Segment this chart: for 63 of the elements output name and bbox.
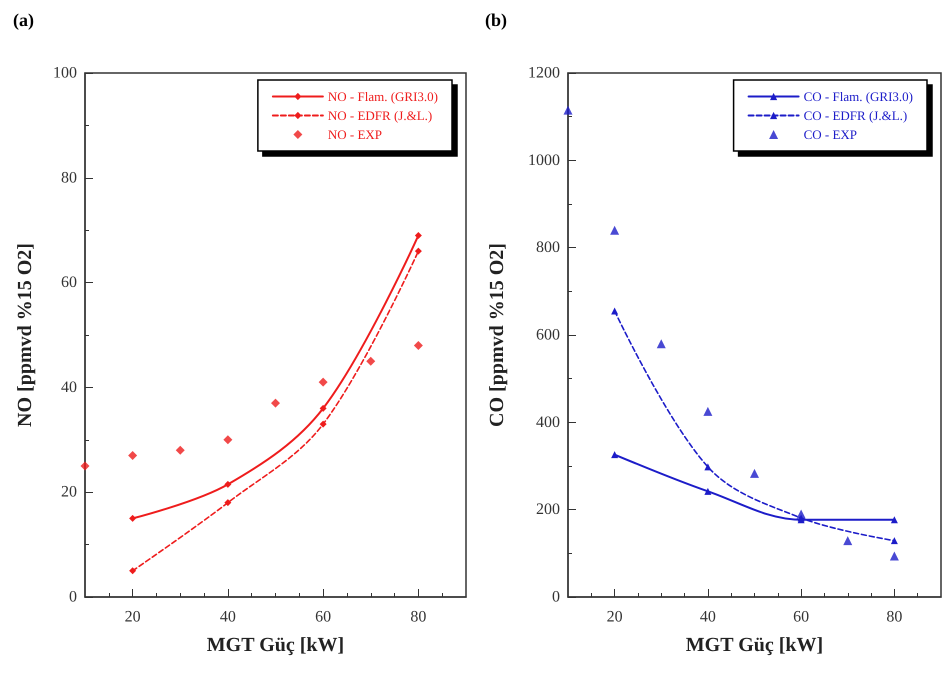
y-tick-label: 200 [536,501,560,518]
point [564,106,572,115]
y-axis-title: NO [ppmvd %15 O2] [14,243,36,427]
point [128,451,138,460]
point [366,356,376,366]
point [611,451,618,458]
point [80,462,90,470]
point [656,339,666,348]
point [414,340,423,350]
point [414,232,422,239]
x-tick-label: 20 [606,608,623,626]
point [318,378,328,387]
x-tick-label: 20 [124,608,141,626]
legend-label: CO - EXP [804,127,858,142]
y-tick-label: 800 [536,239,560,256]
point [890,537,898,544]
y-tick-label: 1000 [528,152,560,169]
point [890,516,898,524]
x-axis-title: MGT Güç [kW] [206,634,344,656]
point [320,420,327,428]
legend-label: CO - EDFR (J.&L.) [804,108,908,123]
x-tick-label: 80 [410,608,426,626]
y-tick-label: 0 [69,588,77,606]
point [129,567,136,574]
y-tick-label: 400 [536,414,560,431]
x-axis-title: MGT Güç [kW] [686,634,824,656]
x-tick-label: 40 [220,608,236,626]
x-tick-label: 40 [700,608,716,626]
point [320,404,327,412]
x-tick-label: 60 [315,608,332,626]
chart-title: (a) [13,10,34,30]
point [223,435,232,444]
point [611,307,618,314]
chart-title: (b) [485,10,508,30]
y-tick-label: 1200 [528,64,560,82]
point [704,463,712,470]
point [271,398,280,408]
y-tick-label: 100 [53,64,77,82]
point [224,480,232,488]
point [129,514,136,522]
legend-label: NO - Flam. (GRI3.0) [328,89,438,104]
y-tick-label: 40 [61,378,77,396]
point [704,488,712,495]
point [843,536,852,546]
y-tick-label: 60 [61,274,77,292]
y-tick-label: 20 [61,484,77,501]
point [224,499,232,506]
legend-label: CO - Flam. (GRI3.0) [804,89,914,104]
point [890,551,899,560]
y-tick-label: 80 [61,169,77,186]
legend-label: NO - EXP [328,127,382,142]
point [703,406,712,416]
x-tick-label: 80 [886,608,902,626]
point [610,226,620,235]
point [176,446,185,455]
y-tick-label: 0 [552,588,560,606]
y-axis-title: CO [ppmvd %15 O2] [486,243,508,427]
point [796,510,806,519]
point [750,468,759,478]
legend-label: NO - EDFR (J.&L.) [328,108,432,123]
x-tick-label: 60 [793,608,810,626]
y-tick-label: 600 [536,326,560,344]
point [414,248,422,255]
